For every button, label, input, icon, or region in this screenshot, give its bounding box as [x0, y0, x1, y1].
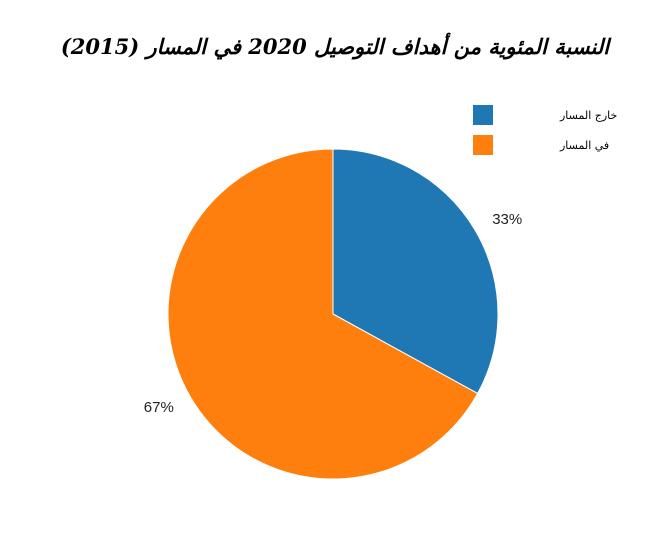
- pie-slice: [167, 148, 479, 480]
- chart-title: النسبة المئوية من أهداف التوصيل 2020 في …: [60, 34, 610, 59]
- pie-percent-label: 67%: [144, 399, 174, 416]
- legend: خارج المسار في المسار: [473, 105, 617, 155]
- legend-swatch: [473, 135, 493, 155]
- legend-label: خارج المسار: [559, 109, 617, 122]
- pie-labels: 33% 67%: [144, 211, 522, 416]
- pie-percent-label: 33%: [492, 211, 522, 228]
- pie-slices: [167, 148, 499, 480]
- legend-swatch: [473, 105, 493, 125]
- legend-label: في المسار: [559, 139, 609, 152]
- pie-slice: [332, 148, 499, 395]
